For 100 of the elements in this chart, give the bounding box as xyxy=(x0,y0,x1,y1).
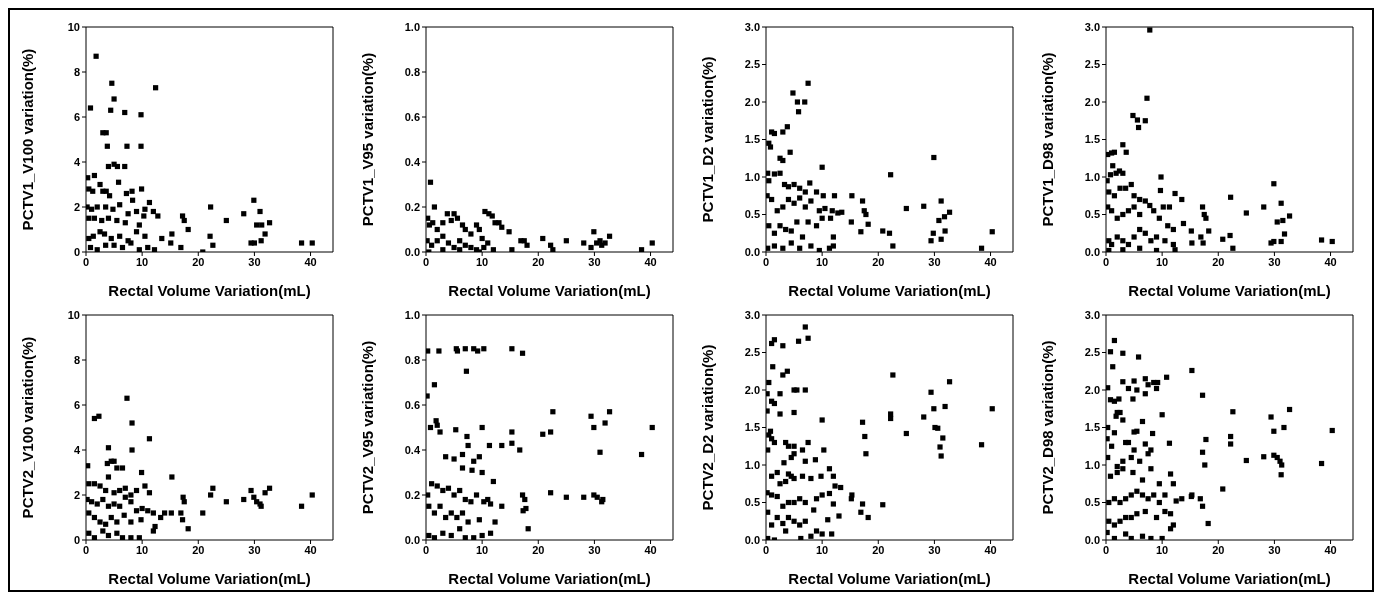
x-tick-label: 40 xyxy=(1324,255,1337,268)
x-tick-label: 20 xyxy=(872,255,885,268)
y-tick-label: 1.0 xyxy=(1084,170,1100,183)
point xyxy=(606,233,613,239)
y-tick-label: 2.0 xyxy=(1084,383,1100,396)
y-tick-label: 0.6 xyxy=(404,398,420,411)
x-tick-label: 30 xyxy=(1268,255,1281,268)
point xyxy=(581,240,587,246)
y-tick-label: 1.0 xyxy=(744,170,760,183)
y-tick-label: 2.5 xyxy=(1084,346,1100,359)
y-axis-title: PCTV1_V95 variation(%) xyxy=(359,52,377,227)
y-tick-label: 2.0 xyxy=(744,383,760,396)
point xyxy=(496,220,502,226)
y-tick-label: 0.2 xyxy=(404,200,420,213)
y-axis-title: PCTV1_V100 variation(%) xyxy=(19,48,37,231)
y-tick-label: 2.0 xyxy=(1084,95,1100,108)
y-tick-label: 0.5 xyxy=(744,208,760,221)
point xyxy=(550,247,556,252)
y-tick-label: 0.0 xyxy=(744,533,760,546)
x-tick-label: 20 xyxy=(192,255,205,268)
point xyxy=(430,220,436,226)
y-tick-label: 0.4 xyxy=(404,155,421,168)
x-tick-label: 30 xyxy=(588,543,601,556)
x-tick-label: 30 xyxy=(248,255,261,268)
y-tick-label: 1.0 xyxy=(1084,458,1100,471)
y-tick-label: 3.0 xyxy=(1084,20,1100,33)
x-tick-label: 40 xyxy=(984,255,997,268)
x-tick-label: 0 xyxy=(1102,543,1110,556)
y-tick-label: 3.0 xyxy=(1084,308,1100,321)
y-tick-label: 2.5 xyxy=(744,346,760,359)
point xyxy=(468,244,474,251)
x-tick-label: 10 xyxy=(136,255,149,268)
point xyxy=(429,242,435,248)
x-tick-label: 30 xyxy=(248,543,261,556)
y-tick-label: 1.5 xyxy=(744,421,760,434)
point xyxy=(457,238,463,244)
x-tick-label: 10 xyxy=(476,543,489,556)
y-tick-label: 1.0 xyxy=(404,20,420,33)
point xyxy=(462,242,468,248)
x-tick-label: 40 xyxy=(984,543,997,556)
y-tick-label: 0.5 xyxy=(1084,208,1100,221)
point xyxy=(485,240,491,246)
point xyxy=(563,238,569,244)
y-tick-label: 8 xyxy=(73,65,80,78)
point xyxy=(524,242,530,248)
x-axis-title: Rectal Volume Variation(mL) xyxy=(108,570,311,587)
point xyxy=(540,235,546,242)
x-tick-label: 30 xyxy=(928,543,941,556)
point xyxy=(431,204,438,210)
x-tick-label: 0 xyxy=(422,255,430,268)
y-tick-label: 0.0 xyxy=(404,245,420,258)
y-tick-label: 0.6 xyxy=(404,110,420,123)
point xyxy=(468,231,474,237)
x-tick-label: 30 xyxy=(1268,543,1281,556)
x-tick-label: 40 xyxy=(644,543,657,556)
x-tick-label: 20 xyxy=(532,543,545,556)
y-tick-label: 8 xyxy=(73,353,80,366)
x-tick-label: 0 xyxy=(422,543,430,556)
x-tick-label: 10 xyxy=(476,255,489,268)
y-tick-label: 1.0 xyxy=(404,308,420,321)
x-axis-title: Rectal Volume Variation(mL) xyxy=(788,570,991,587)
x-tick-label: 0 xyxy=(762,543,770,556)
x-axis-title: Rectal Volume Variation(mL) xyxy=(448,570,651,587)
y-tick-label: 4 xyxy=(73,155,81,168)
y-tick-label: 1.5 xyxy=(1084,133,1100,146)
x-tick-label: 10 xyxy=(816,543,829,556)
x-tick-label: 0 xyxy=(82,543,90,556)
point xyxy=(445,240,452,246)
y-tick-label: 1.5 xyxy=(1084,421,1100,434)
x-tick-label: 10 xyxy=(1156,543,1169,556)
y-axis-title: PCTV2_D98 variation(%) xyxy=(1039,340,1057,515)
x-tick-label: 20 xyxy=(532,255,545,268)
point xyxy=(638,247,645,252)
point xyxy=(451,244,457,251)
y-tick-label: 0.0 xyxy=(744,245,760,258)
point xyxy=(451,211,457,217)
y-tick-label: 10 xyxy=(67,308,80,321)
point xyxy=(434,238,440,244)
x-tick-label: 30 xyxy=(588,255,601,268)
y-tick-label: 2.5 xyxy=(744,58,760,71)
y-tick-label: 3.0 xyxy=(744,20,760,33)
point xyxy=(591,229,597,235)
point xyxy=(473,222,480,228)
point xyxy=(479,235,485,242)
x-tick-label: 40 xyxy=(304,543,317,556)
point xyxy=(440,247,446,252)
point xyxy=(462,226,468,233)
y-tick-label: 1.5 xyxy=(744,133,760,146)
point xyxy=(588,244,594,251)
point xyxy=(444,211,450,217)
x-tick-label: 0 xyxy=(1102,255,1110,268)
x-tick-label: 20 xyxy=(192,543,205,556)
point xyxy=(426,215,431,221)
x-tick-label: 40 xyxy=(304,255,317,268)
point xyxy=(454,215,461,221)
point xyxy=(649,240,655,246)
y-tick-label: 2 xyxy=(73,200,80,213)
x-tick-label: 0 xyxy=(82,255,90,268)
x-axis-title: Rectal Volume Variation(mL) xyxy=(448,282,651,299)
y-tick-label: 2.0 xyxy=(744,95,760,108)
